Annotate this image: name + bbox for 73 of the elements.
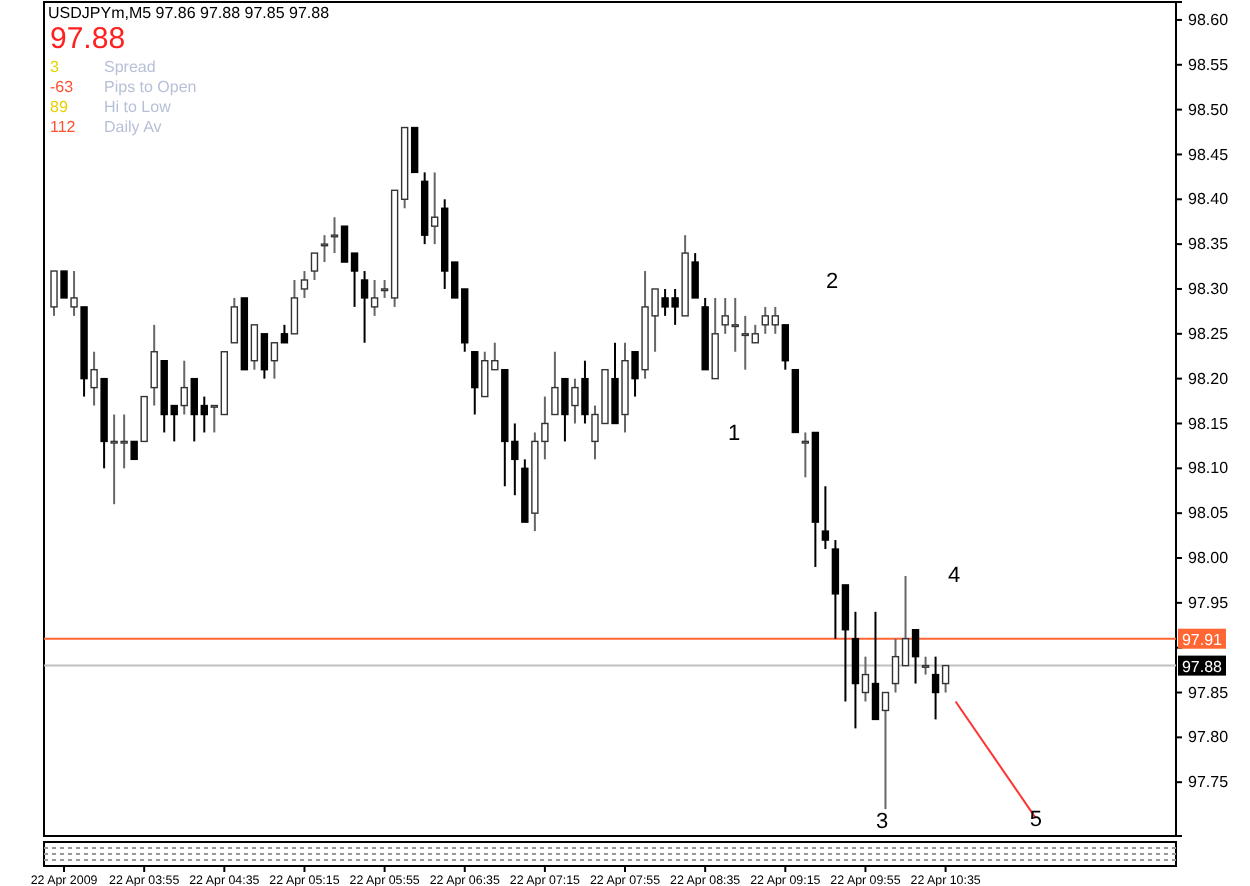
annotation: 2 [825,269,839,294]
candlestick [871,610,880,721]
y-tick-label: 98.00 [1188,549,1230,568]
annotation: 5 [1029,807,1042,832]
candlestick [140,395,148,443]
chart-title: USDJPYm,M5 97.86 97.88 97.85 97.88 [48,4,331,22]
candlestick [911,628,920,685]
annotation: Pips to Open [104,78,197,96]
y-tick-label: 98.55 [1188,55,1230,74]
candlestick [471,350,479,416]
annotation: Daily Av [104,118,162,136]
candlestick [180,359,188,416]
candlestick [150,323,158,407]
y-tick-label: 97.85 [1188,683,1230,702]
ref-line-label: 97.88 [1181,657,1224,676]
y-tick-label: 98.35 [1188,235,1230,254]
candlestick [250,323,259,371]
annotation: 97.88 [50,22,126,56]
y-tick-label: 98.45 [1188,145,1230,164]
y-tick-label: 98.05 [1188,504,1230,523]
candlestick [310,252,319,281]
candlestick [861,655,870,703]
y-tick-label: 97.80 [1188,728,1230,747]
candlestick [801,431,810,479]
annotation: 89 [50,98,69,116]
candlestick [330,216,339,255]
candlestick [691,252,699,299]
candlestick [320,234,329,264]
y-tick-label: 97.75 [1188,773,1230,792]
candlestick [561,377,569,443]
candlestick [60,270,68,299]
candlestick [370,279,379,317]
annotation: 3 [50,58,60,76]
candlestick [260,332,269,380]
y-tick-label: 98.20 [1188,369,1230,388]
annotation: Spread [104,58,156,76]
y-tick-label: 97.95 [1188,593,1230,612]
candlestick [711,296,719,380]
y-tick-label: 98.25 [1188,324,1230,343]
y-tick-label: 98.10 [1188,459,1230,478]
ref-line-label: 97.91 [1181,630,1224,649]
candlestick [821,485,830,551]
candlestick [571,377,579,425]
annotation: 3 [875,809,889,834]
annotation: -63 [50,78,75,96]
candlestick [270,341,279,380]
candlestick [50,270,58,317]
annotation: 1 [727,421,741,446]
candlestick [300,270,309,299]
candlestick [631,350,639,398]
y-tick-label: 98.50 [1188,100,1230,119]
candlestick [941,664,950,694]
candlestick [70,270,78,317]
annotation: 4 [947,563,961,588]
candlestick [611,341,619,425]
candlestick [90,350,98,407]
y-tick-label: 98.40 [1188,190,1230,209]
y-tick-label: 98.60 [1188,11,1230,30]
candlestick [430,171,439,246]
candlestick [230,296,239,344]
annotation: Hi to Low [104,98,172,116]
annotation: 112 [50,118,77,136]
candlestick [881,691,890,811]
y-tick-label: 98.15 [1188,414,1230,433]
candlestick [851,610,860,730]
candlestick [931,655,940,721]
candlestick [360,270,369,344]
candlestick [290,279,299,335]
candlestick [581,359,589,425]
candlestick [781,323,790,371]
candlestick [551,350,559,416]
candlestick [410,126,419,174]
y-tick-label: 98.30 [1188,280,1230,299]
